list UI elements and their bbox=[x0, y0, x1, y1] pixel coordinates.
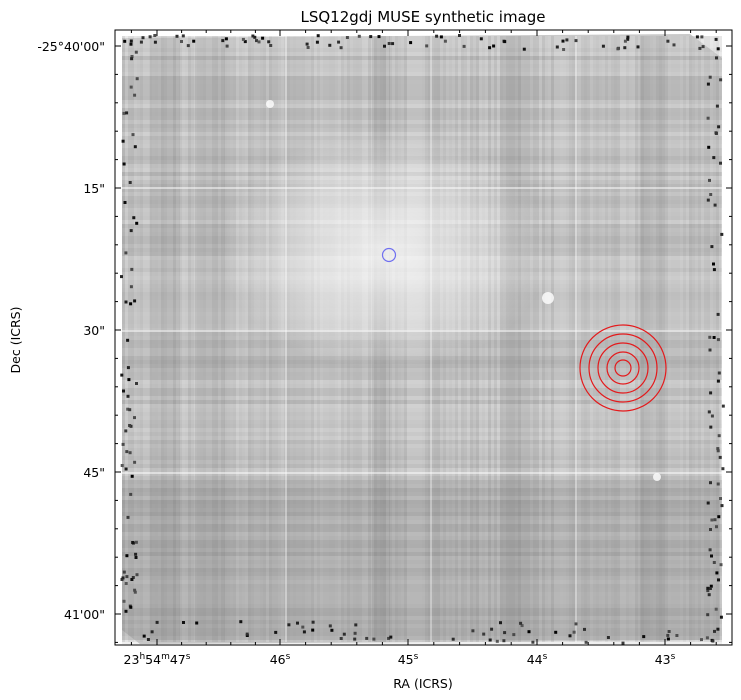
red-ring bbox=[614, 359, 632, 377]
red-ring bbox=[588, 333, 658, 403]
y-tick-label: 15" bbox=[83, 181, 105, 196]
red-ring bbox=[597, 342, 649, 394]
y-tick-label: 30" bbox=[83, 323, 105, 338]
axes-frame bbox=[114, 29, 733, 646]
x-tick-label: 23h54m47s bbox=[124, 652, 191, 667]
x-tick-label: 43s bbox=[655, 652, 676, 667]
blue-circle-marker bbox=[381, 247, 397, 263]
y-tick-labels: -25°40'00" 15" 30" 45" 41'00" bbox=[37, 39, 105, 622]
y-axis-label: Dec (ICRS) bbox=[8, 307, 23, 374]
y-tick-label: -25°40'00" bbox=[37, 39, 105, 54]
x-tick-label: 46s bbox=[270, 652, 291, 667]
red-ring bbox=[606, 351, 640, 385]
chart-title: LSQ12gdj MUSE synthetic image bbox=[300, 8, 545, 26]
x-tick-label: 45s bbox=[398, 652, 419, 667]
synthetic-image bbox=[115, 30, 732, 645]
x-tick-label: 44s bbox=[527, 652, 548, 667]
x-tick-labels: 23h54m47s 46s 45s 44s 43s bbox=[124, 652, 676, 667]
red-concentric-circles-marker bbox=[579, 324, 667, 412]
axis-ticks bbox=[115, 30, 732, 645]
y-tick-label: 41'00" bbox=[64, 607, 105, 622]
y-tick-label: 45" bbox=[83, 465, 105, 480]
x-axis-label: RA (ICRS) bbox=[393, 676, 453, 691]
red-ring bbox=[579, 324, 667, 412]
